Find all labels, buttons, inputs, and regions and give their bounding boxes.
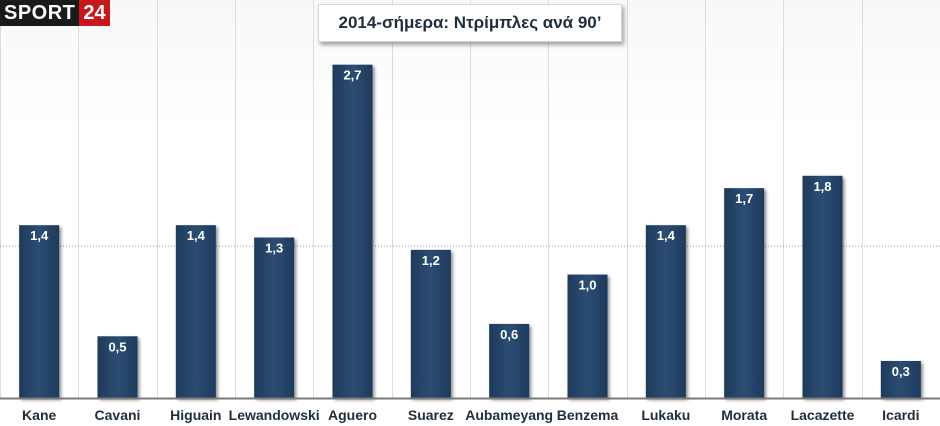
category-label: Suarez bbox=[408, 407, 454, 423]
category-label: Lukaku bbox=[641, 407, 690, 423]
data-label: 1,4 bbox=[657, 228, 676, 243]
bar bbox=[410, 249, 451, 398]
data-label: 2,7 bbox=[343, 68, 361, 83]
bar bbox=[254, 237, 295, 398]
category-label: Icardi bbox=[882, 407, 919, 423]
data-label: 1,8 bbox=[813, 179, 831, 194]
bar bbox=[724, 188, 765, 398]
sport24-logo: SPORT 24 bbox=[0, 0, 110, 26]
category-label: Aubameyang bbox=[465, 407, 553, 423]
category-label: Cavani bbox=[95, 407, 141, 423]
data-label: 1,7 bbox=[735, 191, 753, 206]
bar bbox=[645, 225, 686, 398]
category-label: Morata bbox=[721, 407, 767, 423]
category-label: Higuain bbox=[170, 407, 221, 423]
data-label: 0,3 bbox=[892, 364, 910, 379]
category-label: Aguero bbox=[328, 407, 377, 423]
data-label: 1,3 bbox=[265, 241, 283, 256]
bar bbox=[880, 360, 921, 398]
data-label: 0,5 bbox=[108, 339, 126, 354]
data-label: 1,2 bbox=[422, 253, 440, 268]
category-label: Lacazette bbox=[791, 407, 855, 423]
bar bbox=[489, 323, 530, 398]
data-label: 1,4 bbox=[30, 228, 49, 243]
category-label: Kane bbox=[22, 407, 56, 423]
logo-word: SPORT bbox=[0, 0, 80, 26]
bar bbox=[175, 225, 216, 398]
category-label: Benzema bbox=[557, 407, 619, 423]
data-label: 1,4 bbox=[187, 228, 206, 243]
bar bbox=[97, 336, 138, 398]
bar bbox=[332, 64, 373, 399]
bar bbox=[19, 225, 60, 398]
chart-title: 2014-σήμερα: Ντρίμπλες ανά 90’ bbox=[318, 4, 622, 42]
bar bbox=[802, 175, 843, 398]
data-label: 0,6 bbox=[500, 327, 518, 342]
logo-number: 24 bbox=[79, 0, 110, 26]
data-label: 1,0 bbox=[578, 278, 596, 293]
bar bbox=[567, 274, 608, 398]
category-label: Lewandowski bbox=[229, 407, 320, 423]
